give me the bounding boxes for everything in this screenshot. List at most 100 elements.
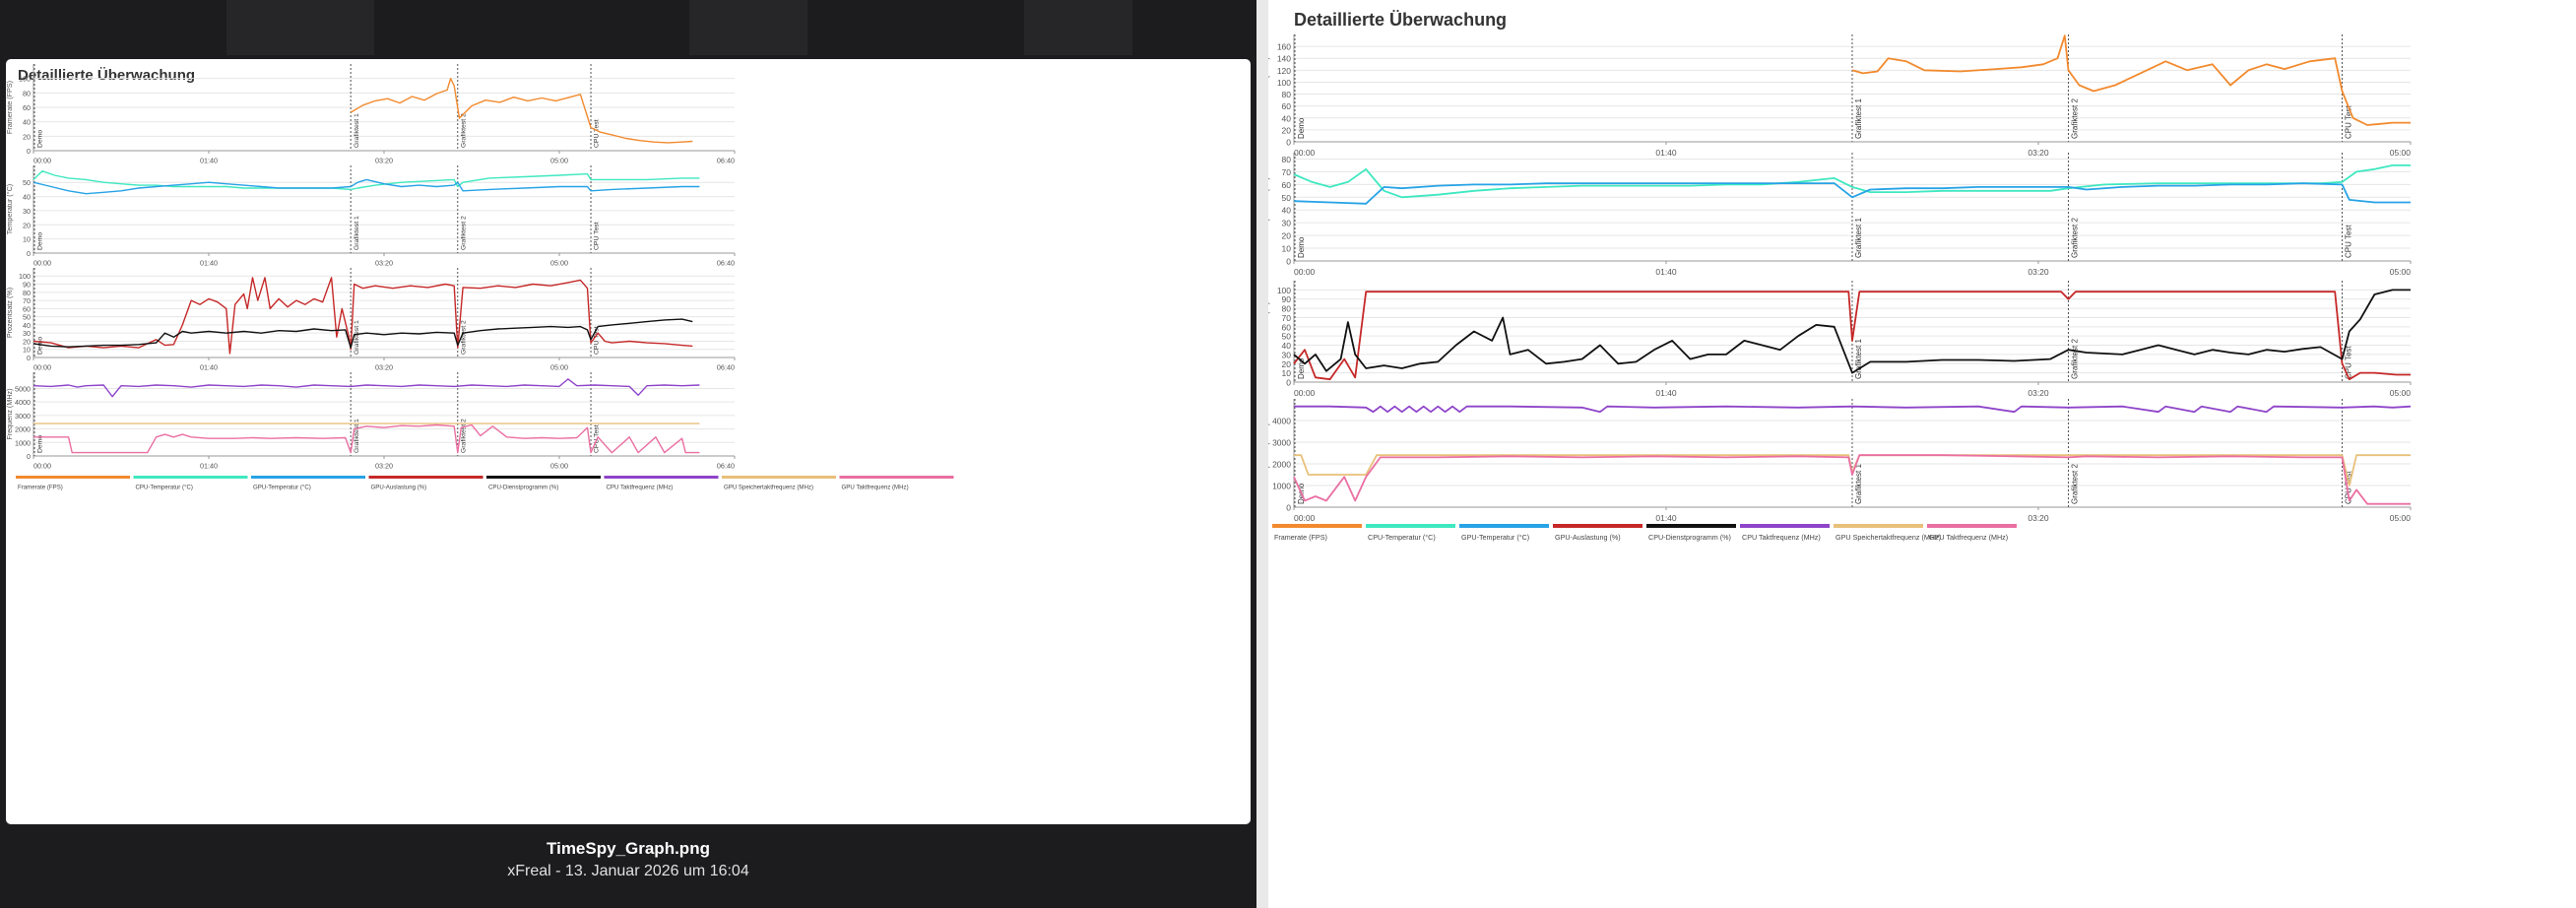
- left-fps-chart: 0 20 40 60 80 100 00:00 01:40 03:20 05:00 06:40 Fra…: [6, 64, 736, 165]
- y-tick-label: 90: [23, 281, 31, 290]
- series-line-cpu-taktfrequenz-mhz: [1294, 405, 2412, 414]
- x-tick-label: 01:40: [1655, 267, 1677, 277]
- series-line-framerate-fps: [1851, 34, 2411, 126]
- x-tick-label: 03:20: [2028, 148, 2049, 158]
- test-marker-label: Demo: [1297, 236, 1306, 258]
- y-tick-label: 60: [1282, 101, 1292, 111]
- y-tick-label: 20: [23, 221, 31, 229]
- x-tick-label: 05:00: [2390, 388, 2412, 398]
- y-tick-label: 80: [1282, 90, 1292, 99]
- y-tick-label: 100: [19, 75, 31, 84]
- y-tick-label: 0: [27, 249, 31, 258]
- y-tick-label: 120: [1277, 66, 1291, 76]
- y-axis-label: Temperatur (°C): [6, 184, 14, 234]
- legend-item: GPU-Temperatur (°C): [251, 476, 365, 491]
- right-monitoring-panel: Detaillierte Überwachung 0 20 40 60 80 100 120…: [1268, 0, 2576, 908]
- x-tick-label: 06:40: [717, 462, 735, 471]
- legend-item: GPU Speichertaktfrequenz (MHz): [1834, 524, 1941, 542]
- x-tick-label: 01:40: [200, 157, 218, 165]
- x-tick-label: 01:40: [1655, 148, 1677, 158]
- series-line-cpu-dienstprogramm: [32, 318, 693, 349]
- legend-swatch: [1927, 524, 2017, 528]
- legend-item: Framerate (FPS): [16, 476, 130, 491]
- y-tick-label: 40: [1282, 206, 1292, 216]
- test-marker-label: Demo: [37, 337, 44, 355]
- y-tick-label: 0: [27, 147, 31, 156]
- series-line-cpu-dienstprogramm: [1293, 289, 2411, 374]
- y-tick-label: 30: [1282, 219, 1292, 228]
- test-marker-label: Grafiktest 2: [2070, 218, 2079, 258]
- legend-label: CPU-Dienstprogramm (%): [1648, 533, 1731, 542]
- legend-label: CPU-Temperatur (°C): [136, 485, 193, 491]
- x-tick-label: 01:40: [1655, 513, 1677, 523]
- y-axis-label: Prozentsatz (%): [1268, 301, 1270, 361]
- y-tick-label: 40: [1282, 113, 1292, 123]
- legend-swatch: [1366, 524, 1455, 528]
- y-axis-label: Temperatur (°C): [1268, 177, 1270, 237]
- legend-swatch: [1740, 524, 1830, 528]
- series-line-framerate-fps: [350, 78, 693, 144]
- series-line-cpu-temperatur-c: [1293, 164, 2411, 199]
- test-marker-label: Demo: [37, 232, 44, 250]
- x-tick-label: 01:40: [200, 462, 218, 471]
- test-marker-label: Grafiktest 1: [1854, 218, 1863, 258]
- y-tick-label: 80: [23, 89, 31, 97]
- legend-item: GPU-Auslastung (%): [1553, 524, 1642, 542]
- legend-label: CPU Taktfrequenz (MHz): [607, 485, 674, 491]
- legend-label: GPU-Auslastung (%): [371, 485, 427, 491]
- x-tick-label: 05:00: [550, 363, 568, 372]
- left-freq-chart: 0 1000 2000 3000 4000 5000 00:00 01:40 03:20 05:0…: [6, 372, 736, 471]
- legend-label: GPU Speichertaktfrequenz (MHz): [1835, 533, 1941, 542]
- legend-swatch: [368, 476, 483, 479]
- y-tick-label: 0: [27, 354, 31, 362]
- y-tick-label: 50: [1282, 193, 1292, 203]
- legend-label: GPU Speichertaktfrequenz (MHz): [724, 485, 813, 491]
- legend-swatch: [133, 476, 248, 479]
- test-marker-label: Demo: [37, 130, 44, 148]
- x-tick-label: 01:40: [1655, 388, 1677, 398]
- y-tick-label: 100: [19, 272, 31, 281]
- test-marker-label: Grafiktest 1: [354, 419, 360, 453]
- test-marker-label: Grafiktest 2: [2070, 464, 2079, 504]
- x-tick-label: 05:00: [2390, 513, 2412, 523]
- x-tick-label: 05:00: [550, 462, 568, 471]
- x-tick-label: 06:40: [717, 259, 735, 268]
- y-tick-label: 40: [23, 321, 31, 330]
- y-tick-label: 2000: [15, 425, 31, 434]
- x-tick-label: 01:40: [200, 363, 218, 372]
- y-tick-label: 20: [1282, 359, 1292, 369]
- legend-label: CPU-Temperatur (°C): [1368, 533, 1436, 542]
- legend-label: CPU-Dienstprogramm (%): [488, 485, 558, 491]
- legend-swatch: [722, 476, 836, 479]
- x-tick-label: 03:20: [375, 462, 393, 471]
- y-tick-label: 30: [23, 207, 31, 216]
- y-tick-label: 20: [1282, 231, 1292, 241]
- y-tick-label: 10: [23, 235, 31, 244]
- y-tick-label: 0: [1286, 257, 1291, 267]
- test-marker-label: Demo: [1297, 117, 1306, 139]
- image-file-name: TimeSpy_Graph.png: [547, 839, 710, 858]
- right-fps-chart: 0 20 40 60 80 100 120 140 160 00:00 01:40 03:20 05:0…: [1268, 34, 2412, 158]
- legend-label: Framerate (FPS): [18, 485, 63, 491]
- legend-item: GPU Taktfrequenz (MHz): [1927, 524, 2017, 542]
- x-tick-label: 00:00: [33, 363, 51, 372]
- x-tick-label: 00:00: [1294, 513, 1316, 523]
- legend-item: CPU Taktfrequenz (MHz): [604, 476, 719, 491]
- series-line-gpu-auslastung: [32, 277, 693, 355]
- legend-label: Framerate (FPS): [1274, 533, 1327, 542]
- y-tick-label: 40: [23, 118, 31, 127]
- y-tick-label: 4000: [1272, 417, 1291, 426]
- x-tick-label: 05:00: [2390, 148, 2412, 158]
- legend-swatch: [839, 476, 954, 479]
- test-marker-label: CPU Test: [594, 119, 601, 148]
- test-marker-label: Grafiktest 1: [1854, 339, 1863, 379]
- legend-label: CPU Taktfrequenz (MHz): [1742, 533, 1821, 542]
- y-tick-label: 70: [23, 296, 31, 305]
- series-line-gpu-taktfrequenz-mhz: [1293, 454, 2411, 505]
- legend-item: CPU Taktfrequenz (MHz): [1740, 524, 1830, 542]
- legend-item: GPU Taktfrequenz (MHz): [839, 476, 954, 491]
- legend: Framerate (FPS) CPU-Temperatur (°C) GPU-Te…: [1272, 524, 2017, 542]
- y-tick-label: 0: [1286, 503, 1291, 513]
- x-tick-label: 00:00: [1294, 388, 1316, 398]
- y-tick-label: 30: [1282, 350, 1292, 359]
